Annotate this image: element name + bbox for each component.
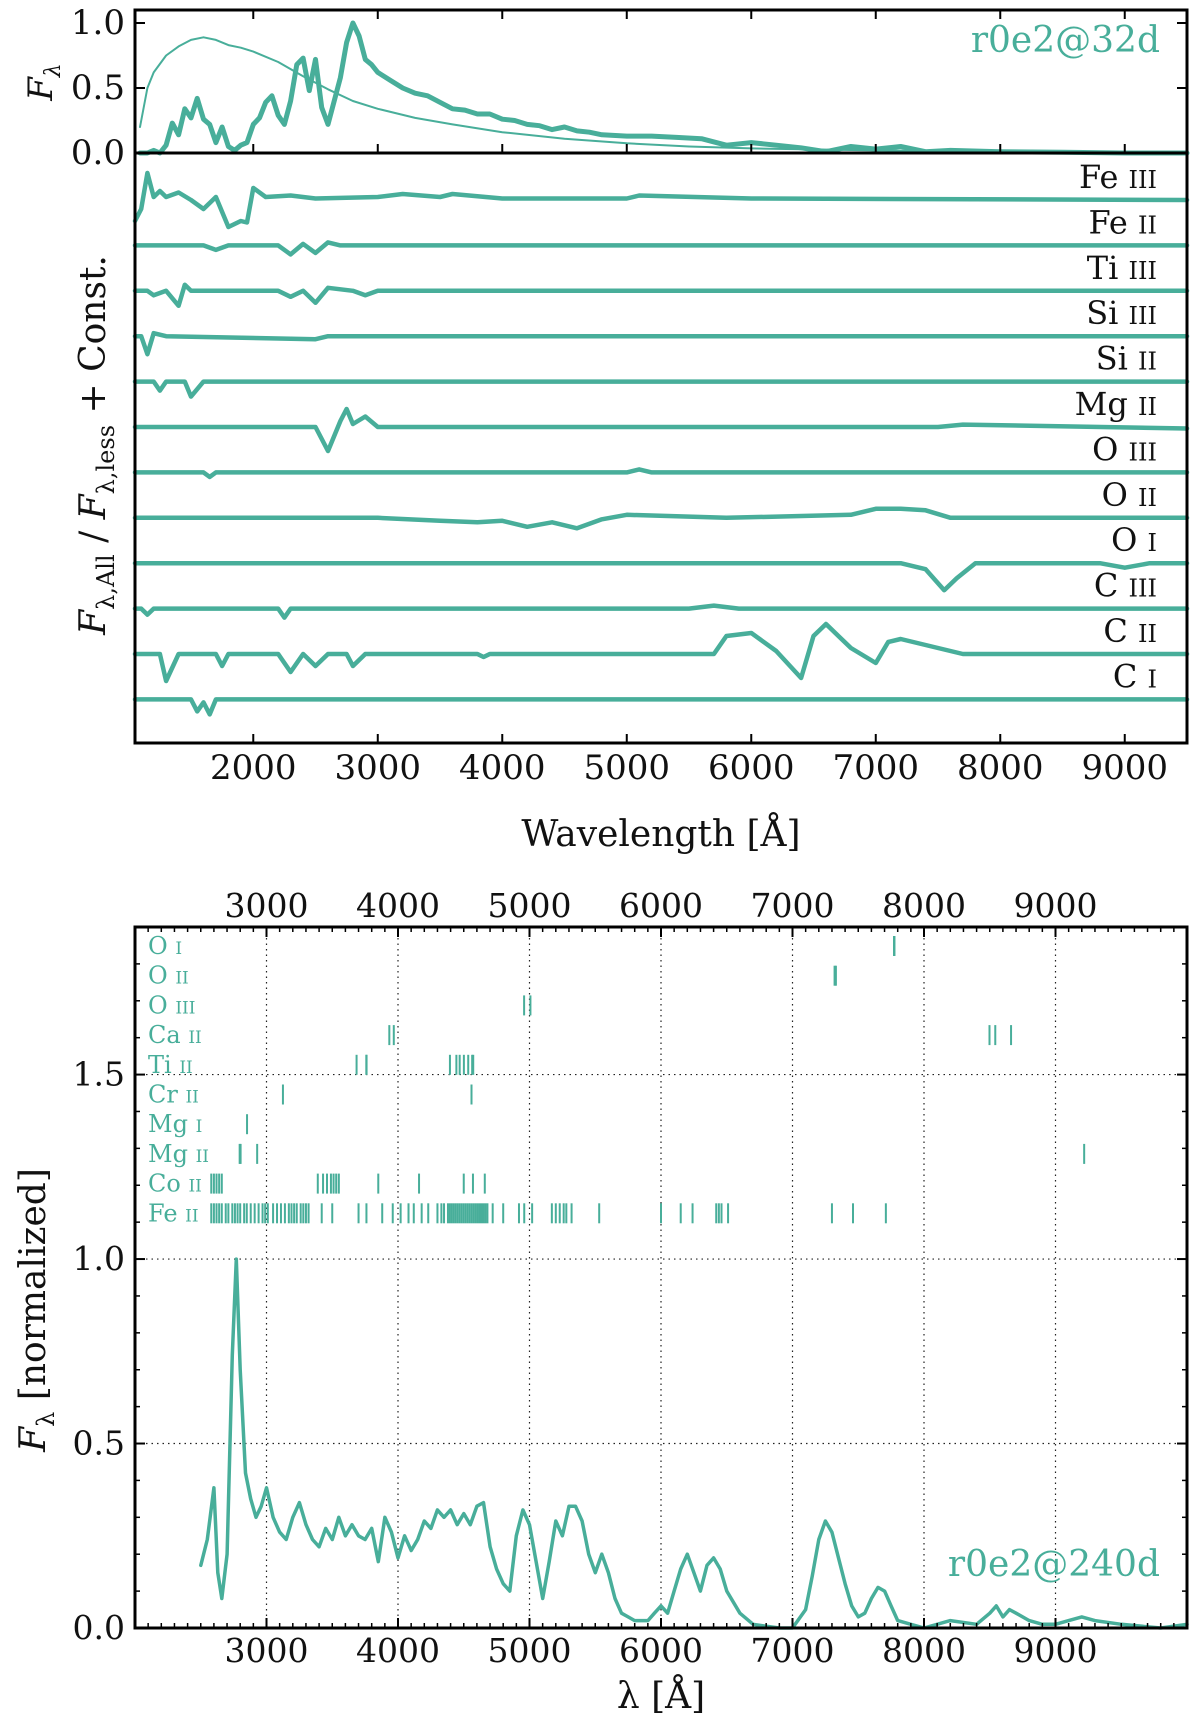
- ion-si-iii-line: [132, 330, 1190, 357]
- ion-fe-iii-line: [132, 170, 1190, 230]
- bottom-panel-xlabel: λ [Å]: [617, 1675, 705, 1717]
- ion-label: C III: [1094, 567, 1157, 605]
- line-id-label: Mg II: [148, 1140, 209, 1168]
- x-tick-label: 4000: [356, 1631, 440, 1670]
- ion-label: O II: [1102, 476, 1157, 514]
- top-x-tick-label: 6000: [619, 886, 703, 925]
- x-tick-label: 9000: [1081, 748, 1168, 788]
- ion-fe-ii-line: [132, 240, 1190, 257]
- middle-panel-ylabel: Fλ,All / Fλ,less + Const.: [73, 255, 120, 636]
- y-tick-label: 0.5: [73, 1424, 125, 1463]
- x-tick-label: 2000: [210, 748, 297, 788]
- ion-mg-ii-line: [132, 406, 1190, 454]
- series-model-spectrum-line: [199, 1257, 1189, 1630]
- x-tick-label: 6000: [619, 1631, 703, 1670]
- line-id-label: Ti II: [148, 1051, 193, 1079]
- ion-label: Si II: [1096, 340, 1157, 378]
- top-x-tick-label: 9000: [1014, 886, 1098, 925]
- top-panel-title: r0e2@32d: [971, 20, 1160, 61]
- top-x-tick-label: 8000: [882, 886, 966, 925]
- ion-label: Fe III: [1079, 158, 1157, 196]
- bottom-panel-ylabel-text: [normalized]: [13, 1168, 54, 1412]
- x-tick-label: 7000: [751, 1631, 835, 1670]
- ion-label: Mg II: [1075, 385, 1157, 423]
- line-id-label: Fe II: [148, 1199, 199, 1227]
- x-tick-label: 9000: [1014, 1631, 1098, 1670]
- ion-label: Ti III: [1087, 249, 1157, 287]
- ion-label: O I: [1111, 521, 1157, 559]
- bottom-panel-title: r0e2@240d: [948, 1544, 1160, 1585]
- svg-text:Fλ,All / Fλ,less + Const.: Fλ,All / Fλ,less + Const.: [73, 255, 120, 636]
- bottom-panel-ylabel: Fλ [normalized]: [13, 1168, 60, 1453]
- x-tick-label: 8000: [882, 1631, 966, 1670]
- ion-o-ii-line: [132, 506, 1190, 531]
- y-tick-label: 1.0: [71, 3, 125, 43]
- ion-c-iii-line: [132, 603, 1190, 620]
- ion-label: O III: [1092, 430, 1157, 468]
- line-id-label: O I: [148, 932, 182, 960]
- y-tick-label: 0.0: [73, 1608, 125, 1647]
- series-blackbody-line: [139, 36, 1188, 154]
- y-tick-label: 0.5: [71, 68, 125, 108]
- line-id-label: O III: [148, 991, 195, 1019]
- top-x-tick-label: 3000: [225, 886, 309, 925]
- top-x-tick-label: 5000: [488, 886, 572, 925]
- series-model-spectrum-line: [137, 20, 1190, 156]
- ion-si-ii-line: [132, 379, 1190, 399]
- x-tick-label: 3000: [225, 1631, 309, 1670]
- x-tick-label: 3000: [335, 748, 422, 788]
- ion-c-ii-line: [132, 621, 1190, 684]
- line-id-label: O II: [148, 962, 189, 990]
- line-id-label: Co II: [148, 1170, 202, 1198]
- ion-label: Si III: [1086, 294, 1157, 332]
- ion-ti-iii-line: [132, 282, 1190, 309]
- y-tick-label: 0.0: [71, 133, 125, 173]
- ion-o-i-line: [132, 560, 1190, 593]
- x-tick-label: 5000: [583, 748, 670, 788]
- svg-text:Fλ [normalized]: Fλ [normalized]: [13, 1168, 60, 1453]
- ion-label: C I: [1113, 657, 1157, 695]
- middle-panel: 2000 3000 4000 5000 6000 7000 8000 9000 Fe III F…: [73, 151, 1190, 855]
- svg-text:Fλ: Fλ: [21, 63, 66, 102]
- y-tick-label: 1.0: [73, 1239, 125, 1278]
- line-id-label: Mg I: [148, 1110, 202, 1138]
- line-id-label: Ca II: [148, 1021, 202, 1049]
- middle-panel-frame: [133, 151, 1189, 745]
- ion-c-i-line: [132, 697, 1190, 717]
- x-tick-label: 4000: [459, 748, 546, 788]
- line-id-label: Cr II: [148, 1081, 199, 1109]
- x-tick-label: 6000: [708, 748, 795, 788]
- top-panel-ylabel: Fλ: [21, 63, 66, 102]
- x-tick-label: 5000: [488, 1631, 572, 1670]
- middle-panel-xlabel: Wavelength [Å]: [521, 813, 800, 855]
- top-x-tick-label: 4000: [356, 886, 440, 925]
- top-x-tick-label: 7000: [751, 886, 835, 925]
- y-tick-label: 1.5: [73, 1055, 125, 1094]
- ion-label: C II: [1103, 612, 1157, 650]
- ion-o-iii-line: [132, 467, 1190, 480]
- top-panel: 0.0 0.5 1.0 r0e2@32d Fλ: [21, 3, 1190, 173]
- ion-label: Fe II: [1088, 203, 1157, 241]
- x-tick-label: 7000: [832, 748, 919, 788]
- x-tick-label: 8000: [957, 748, 1044, 788]
